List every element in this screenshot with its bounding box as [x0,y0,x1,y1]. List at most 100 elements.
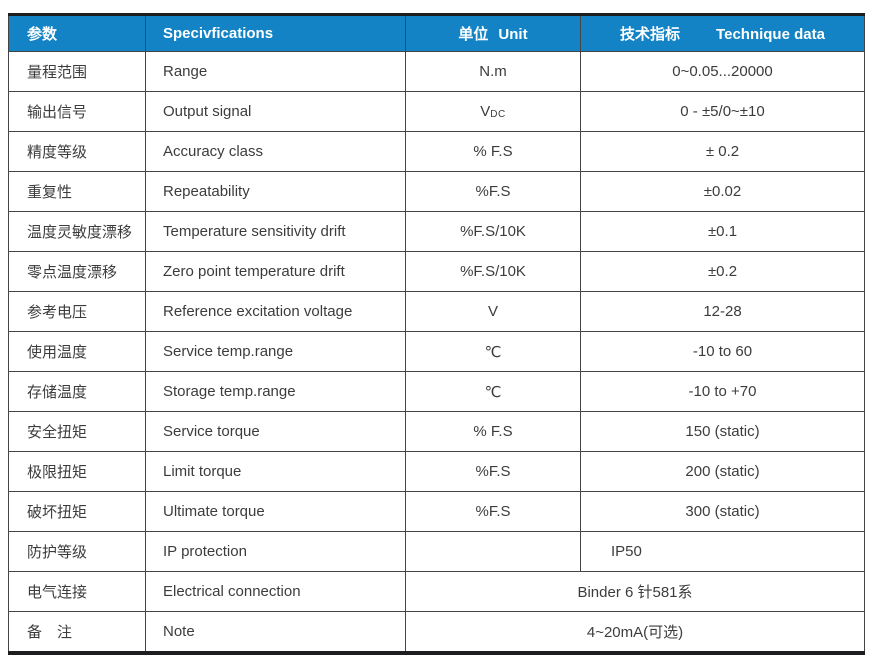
table-row: 零点温度漂移 Zero point temperature drift %F.S… [8,251,865,292]
param-zh-cell: 参考电压 [8,291,146,332]
unit-label: ℃ [484,383,502,401]
value-cell: IP50 [580,531,865,572]
header-cell-specifications: Specivfications [145,14,406,52]
unit-cell: %F.S [405,171,581,212]
param-zh-cell: 防护等级 [8,531,146,572]
table-row: 安全扭矩 Service torque % F.S 150 (static) [8,411,865,452]
param-en-label: Accuracy class [163,143,264,160]
value-label: -10 to 60 [692,343,753,360]
header-technique-zh: 技术指标 [620,26,681,43]
param-zh-cell: 备 注 [8,611,146,654]
table-row: 极限扭矩 Limit torque %F.S 200 (static) [8,451,865,492]
value-label: 200 (static) [685,463,760,480]
unit-cell: VDC [405,91,581,132]
param-zh-label: 使用温度 [27,344,88,361]
param-en-label: Repeatability [163,183,250,200]
unit-cell: %F.S/10K [405,251,581,292]
header-param-zh: 参数 [27,26,58,43]
param-en-label: Service temp.range [163,343,294,360]
param-zh-label: 输出信号 [27,104,88,121]
param-en-cell: Limit torque [145,451,406,492]
param-en-label: Ultimate torque [163,503,265,520]
param-en-cell: Reference excitation voltage [145,291,406,332]
header-cell-technique-data: 技术指标 Technique data [580,14,865,52]
spec-table: 参数 Specivfications 单位 Unit 技术指标 Technique … [8,13,865,655]
value-label: Binder 6 针581系 [577,584,693,601]
unit-cell [405,531,581,572]
unit-label: % F.S [473,143,513,160]
unit-label: V [480,103,491,120]
table-row: 存储温度 Storage temp.range ℃ -10 to +70 [8,371,865,412]
unit-label: %F.S [475,503,511,520]
value-label: ±0.02 [703,183,742,200]
unit-label: %F.S/10K [460,263,526,280]
value-label: 0~0.05...20000 [672,63,773,80]
param-en-cell: Output signal [145,91,406,132]
value-cell: -10 to 60 [580,331,865,372]
param-zh-cell: 温度灵敏度漂移 [8,211,146,252]
param-en-cell: Accuracy class [145,131,406,172]
header-cell-unit: 单位 Unit [405,14,581,52]
unit-label: N.m [479,63,507,80]
param-zh-label: 温度灵敏度漂移 [27,224,133,241]
param-zh-label: 精度等级 [27,144,88,161]
table-row: 破坏扭矩 Ultimate torque %F.S 300 (static) [8,491,865,532]
param-zh-cell: 安全扭矩 [8,411,146,452]
param-en-cell: Ultimate torque [145,491,406,532]
param-zh-label: 安全扭矩 [27,424,88,441]
table-row: 参考电压 Reference excitation voltage V 12-2… [8,291,865,332]
unit-label: %F.S [475,463,511,480]
param-en-label: Reference excitation voltage [163,303,353,320]
param-en-cell: IP protection [145,531,406,572]
unit-cell: %F.S [405,451,581,492]
header-cell-param: 参数 [8,14,146,52]
param-zh-label: 量程范围 [27,64,88,81]
table-row: 电气连接 Electrical connection Binder 6 针581… [8,571,865,612]
value-cell: 0~0.05...20000 [580,51,865,92]
param-en-cell: Storage temp.range [145,371,406,412]
header-specifications-label: Specivfications [163,25,274,42]
param-en-label: Limit torque [163,463,242,480]
param-zh-label: 电气连接 [27,584,88,601]
param-en-cell: Temperature sensitivity drift [145,211,406,252]
table-row: 输出信号 Output signal VDC 0 - ±5/0~±10 [8,91,865,132]
param-zh-cell: 破坏扭矩 [8,491,146,532]
param-zh-label: 极限扭矩 [27,464,88,481]
header-unit-en: Unit [498,26,528,43]
param-en-cell: Note [145,611,406,654]
param-zh-label: 零点温度漂移 [27,264,118,281]
param-zh-cell: 精度等级 [8,131,146,172]
value-label: 0 - ±5/0~±10 [680,103,765,120]
param-zh-label: 破坏扭矩 [27,504,88,521]
value-label: ±0.2 [707,263,738,280]
value-label: ±0.1 [707,223,738,240]
unit-label: ℃ [484,343,502,361]
param-zh-label: 参考电压 [27,304,88,321]
table-row: 使用温度 Service temp.range ℃ -10 to 60 [8,331,865,372]
param-en-cell: Zero point temperature drift [145,251,406,292]
value-cell: 300 (static) [580,491,865,532]
unit-label: %F.S [475,183,511,200]
param-en-cell: Range [145,51,406,92]
param-en-label: Temperature sensitivity drift [163,223,346,240]
param-en-label: Range [163,63,208,80]
param-zh-cell: 输出信号 [8,91,146,132]
unit-cell: N.m [405,51,581,92]
value-cell: -10 to +70 [580,371,865,412]
value-label: -10 to +70 [688,383,757,400]
param-zh-label: 存储温度 [27,384,88,401]
value-cell: 0 - ±5/0~±10 [580,91,865,132]
value-cell: ±0.1 [580,211,865,252]
param-en-cell: Electrical connection [145,571,406,612]
table-row: 精度等级 Accuracy class % F.S ± 0.2 [8,131,865,172]
header-unit-zh: 单位 [458,26,489,43]
unit-cell: % F.S [405,411,581,452]
param-zh-cell: 极限扭矩 [8,451,146,492]
param-zh-cell: 电气连接 [8,571,146,612]
param-en-cell: Service temp.range [145,331,406,372]
table-row: 量程范围 Range N.m 0~0.05...20000 [8,51,865,92]
param-en-label: IP protection [163,543,247,560]
param-en-label: Output signal [163,103,252,120]
table-row: 重复性 Repeatability %F.S ±0.02 [8,171,865,212]
